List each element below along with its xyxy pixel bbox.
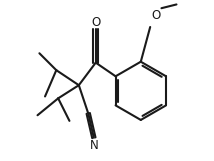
Text: O: O bbox=[91, 16, 100, 29]
Text: O: O bbox=[151, 9, 160, 22]
Text: N: N bbox=[89, 139, 98, 152]
